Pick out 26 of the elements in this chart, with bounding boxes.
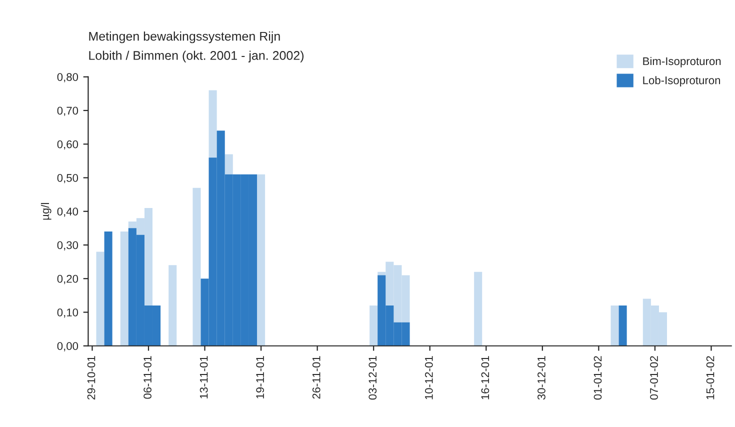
x-tick-label: 29-10-01 (87, 356, 96, 400)
y-tick-label: 0,30 (57, 241, 78, 250)
x-tick-label: 07-01-02 (650, 356, 658, 400)
x-tick-label: 26-11-01 (312, 356, 320, 399)
x-tick-label: 03-12-01 (368, 356, 377, 400)
x-tick-label: 16-12-01 (481, 356, 490, 400)
x-tick-label: 19-11-01 (256, 356, 264, 398)
x-tick-label: 30-12-01 (538, 356, 546, 400)
legend-label: Lob-Isoproturon (643, 76, 720, 86)
chart-subtitle: Lobith / Bimmen (okt. 2001 - jan. 2002) (89, 50, 304, 62)
y-axis-title: µg/l (40, 203, 52, 220)
legend-label: Bim-Isoproturon (643, 56, 721, 68)
x-tick-label: 15-01-02 (706, 356, 714, 400)
y-tick-label: 0,00 (57, 342, 78, 352)
y-tick-label: 0,10 (57, 308, 78, 318)
y-tick-label: 0,70 (57, 106, 78, 116)
x-tick-label: 06-11-01 (144, 356, 152, 399)
x-tick-label: 01-01-02 (594, 356, 602, 400)
chart-title: Metingen bewakingssystemen Rijn (89, 32, 280, 44)
y-tick-label: 0,60 (57, 140, 78, 150)
x-tick-label: 13-11-01 (200, 356, 208, 398)
y-tick-label: 0,40 (57, 208, 78, 217)
y-tick-label: 0,50 (57, 174, 78, 184)
y-tick-label: 0,20 (57, 274, 78, 284)
x-tick-label: 10-12-01 (424, 356, 433, 400)
y-tick-label: 0,80 (57, 73, 78, 82)
